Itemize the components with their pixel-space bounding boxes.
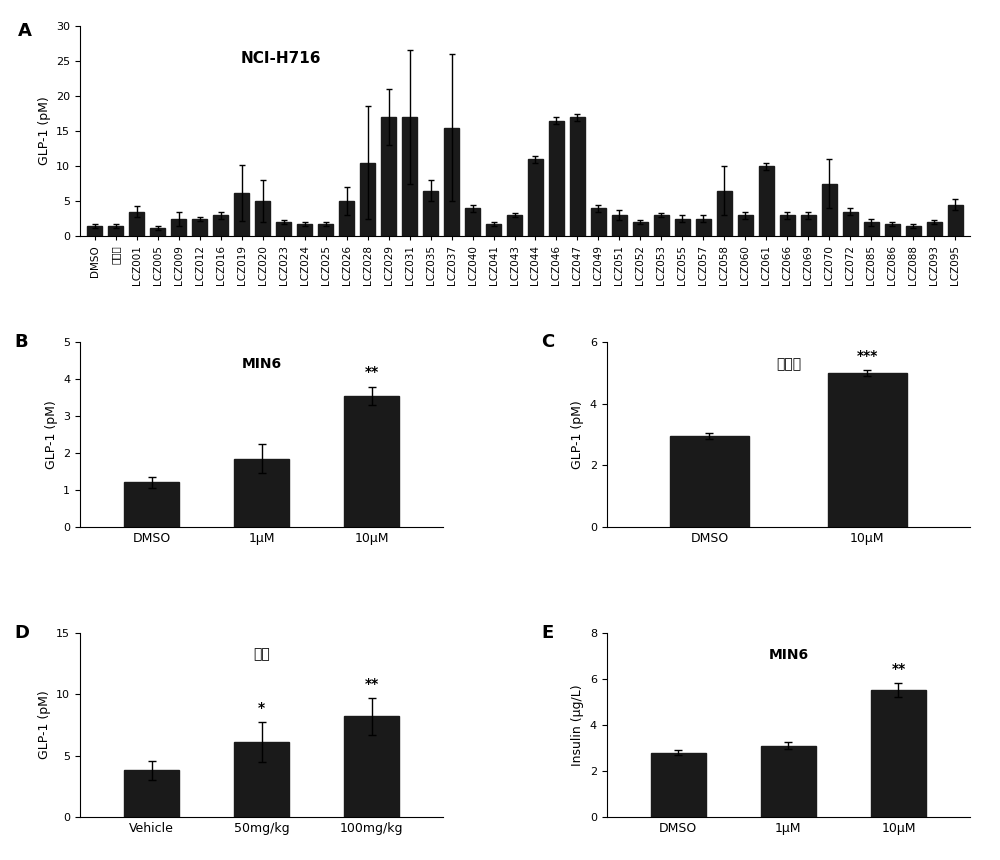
Bar <box>696 218 711 236</box>
Bar <box>108 226 123 237</box>
Bar <box>171 218 186 236</box>
Bar <box>633 222 648 236</box>
Y-axis label: GLP-1 (pM): GLP-1 (pM) <box>45 400 58 469</box>
Bar <box>344 716 399 817</box>
Bar <box>549 120 564 236</box>
Bar <box>276 222 291 236</box>
Bar <box>339 201 354 236</box>
Y-axis label: Insulin (μg/L): Insulin (μg/L) <box>571 684 584 765</box>
Bar <box>885 224 900 236</box>
Bar <box>670 436 749 526</box>
Bar <box>591 208 606 237</box>
Bar <box>192 218 207 236</box>
Bar <box>906 226 921 237</box>
Bar <box>318 224 333 237</box>
Text: *: * <box>258 701 265 715</box>
Bar <box>828 373 907 526</box>
Bar <box>124 771 179 817</box>
Bar <box>822 184 837 236</box>
Text: C: C <box>541 333 555 351</box>
Bar <box>234 193 249 237</box>
Bar <box>612 215 627 237</box>
Text: A: A <box>18 22 32 40</box>
Text: 肠细胞: 肠细胞 <box>776 357 801 372</box>
Text: D: D <box>15 624 30 642</box>
Bar <box>423 191 438 237</box>
Bar <box>570 117 585 236</box>
Y-axis label: GLP-1 (pM): GLP-1 (pM) <box>38 96 51 165</box>
Bar <box>871 691 926 817</box>
Y-axis label: GLP-1 (pM): GLP-1 (pM) <box>38 691 51 759</box>
Text: MIN6: MIN6 <box>768 648 808 661</box>
Bar <box>486 224 501 237</box>
Bar <box>234 458 289 526</box>
Text: NCI-H716: NCI-H716 <box>240 51 321 66</box>
Text: MIN6: MIN6 <box>242 357 282 372</box>
Bar <box>927 222 942 236</box>
Bar <box>717 191 732 237</box>
Bar <box>843 212 858 237</box>
Bar <box>465 208 480 237</box>
Bar <box>780 215 795 237</box>
Bar <box>654 215 669 237</box>
Y-axis label: GLP-1 (pM): GLP-1 (pM) <box>571 400 584 469</box>
Text: **: ** <box>365 366 379 379</box>
Bar <box>738 215 753 237</box>
Text: **: ** <box>365 677 379 691</box>
Text: ***: *** <box>857 348 878 363</box>
Bar <box>675 218 690 236</box>
Bar <box>948 205 963 236</box>
Bar <box>124 482 179 526</box>
Bar <box>297 224 312 237</box>
Bar <box>234 742 289 817</box>
Bar <box>801 215 816 237</box>
Bar <box>402 117 417 236</box>
Bar <box>761 746 816 817</box>
Bar <box>381 117 396 236</box>
Bar <box>344 396 399 526</box>
Text: E: E <box>541 624 554 642</box>
Text: 血清: 血清 <box>253 648 270 661</box>
Bar <box>360 163 375 236</box>
Bar <box>129 212 144 237</box>
Bar <box>213 215 228 237</box>
Bar <box>444 127 459 236</box>
Bar <box>87 226 102 237</box>
Text: **: ** <box>891 662 906 676</box>
Bar <box>255 201 270 236</box>
Bar <box>150 228 165 236</box>
Bar <box>528 159 543 236</box>
Bar <box>507 215 522 237</box>
Text: B: B <box>15 333 28 351</box>
Bar <box>759 166 774 237</box>
Bar <box>864 222 879 236</box>
Bar <box>651 752 706 817</box>
